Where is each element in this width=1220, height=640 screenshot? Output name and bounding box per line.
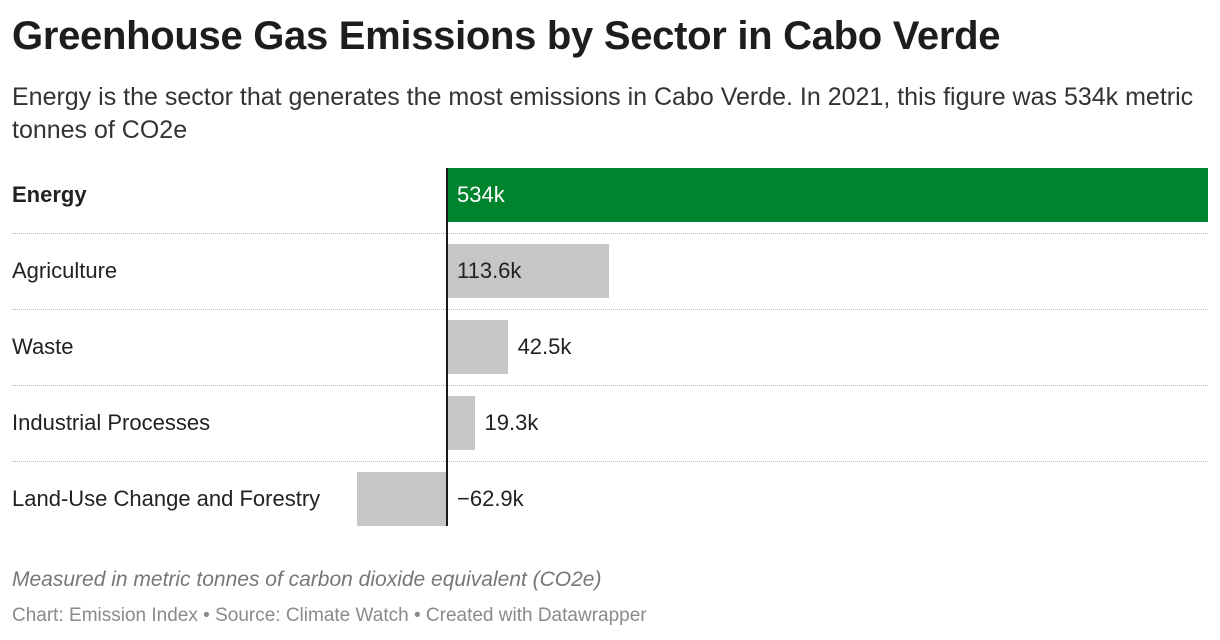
value-label-land-use-change-and-forestry: −62.9k bbox=[457, 486, 524, 511]
chart-subtitle: Energy is the sector that generates the … bbox=[12, 83, 1194, 144]
chart-notes: Measured in metric tonnes of carbon diox… bbox=[12, 568, 602, 591]
row-separator bbox=[12, 309, 1208, 310]
chart-title: Greenhouse Gas Emissions by Sector in Ca… bbox=[12, 14, 1001, 58]
zero-baseline bbox=[446, 168, 448, 526]
category-label-land-use-change-and-forestry: Land-Use Change and Forestry bbox=[12, 486, 321, 511]
bar-chart: Energy 534k Agriculture 113.6k Waste 42.5k Ind… bbox=[0, 160, 1220, 540]
datawrapper-credit: Created with Datawrapper bbox=[425, 605, 647, 626]
value-label-agriculture: 113.6k bbox=[457, 258, 522, 283]
row-separator bbox=[12, 233, 1208, 234]
value-label-industrial-processes: 19.3k bbox=[484, 410, 539, 435]
chart-credit: Chart: Emission Index bbox=[12, 605, 198, 626]
category-label-industrial-processes: Industrial Processes bbox=[12, 410, 211, 435]
footer-separator: • bbox=[413, 605, 421, 626]
bar-agriculture bbox=[447, 244, 609, 298]
footer-separator: • bbox=[203, 605, 210, 626]
source-credit: Source: Climate Watch bbox=[215, 605, 409, 626]
bar-land-use-change-and-forestry bbox=[357, 472, 447, 526]
category-label-energy: Energy bbox=[12, 182, 87, 207]
row-separator bbox=[12, 461, 1208, 462]
row-separator bbox=[12, 385, 1208, 386]
bar-industrial-processes bbox=[447, 396, 475, 450]
category-label-waste: Waste bbox=[12, 334, 74, 359]
bar-waste bbox=[447, 320, 508, 374]
bar-energy bbox=[447, 168, 1208, 222]
value-label-energy: 534k bbox=[457, 182, 505, 207]
category-label-agriculture: Agriculture bbox=[12, 258, 118, 283]
chart-footer: Chart: Emission Index • Source: Climate … bbox=[12, 603, 647, 629]
value-label-waste: 42.5k bbox=[517, 334, 572, 359]
